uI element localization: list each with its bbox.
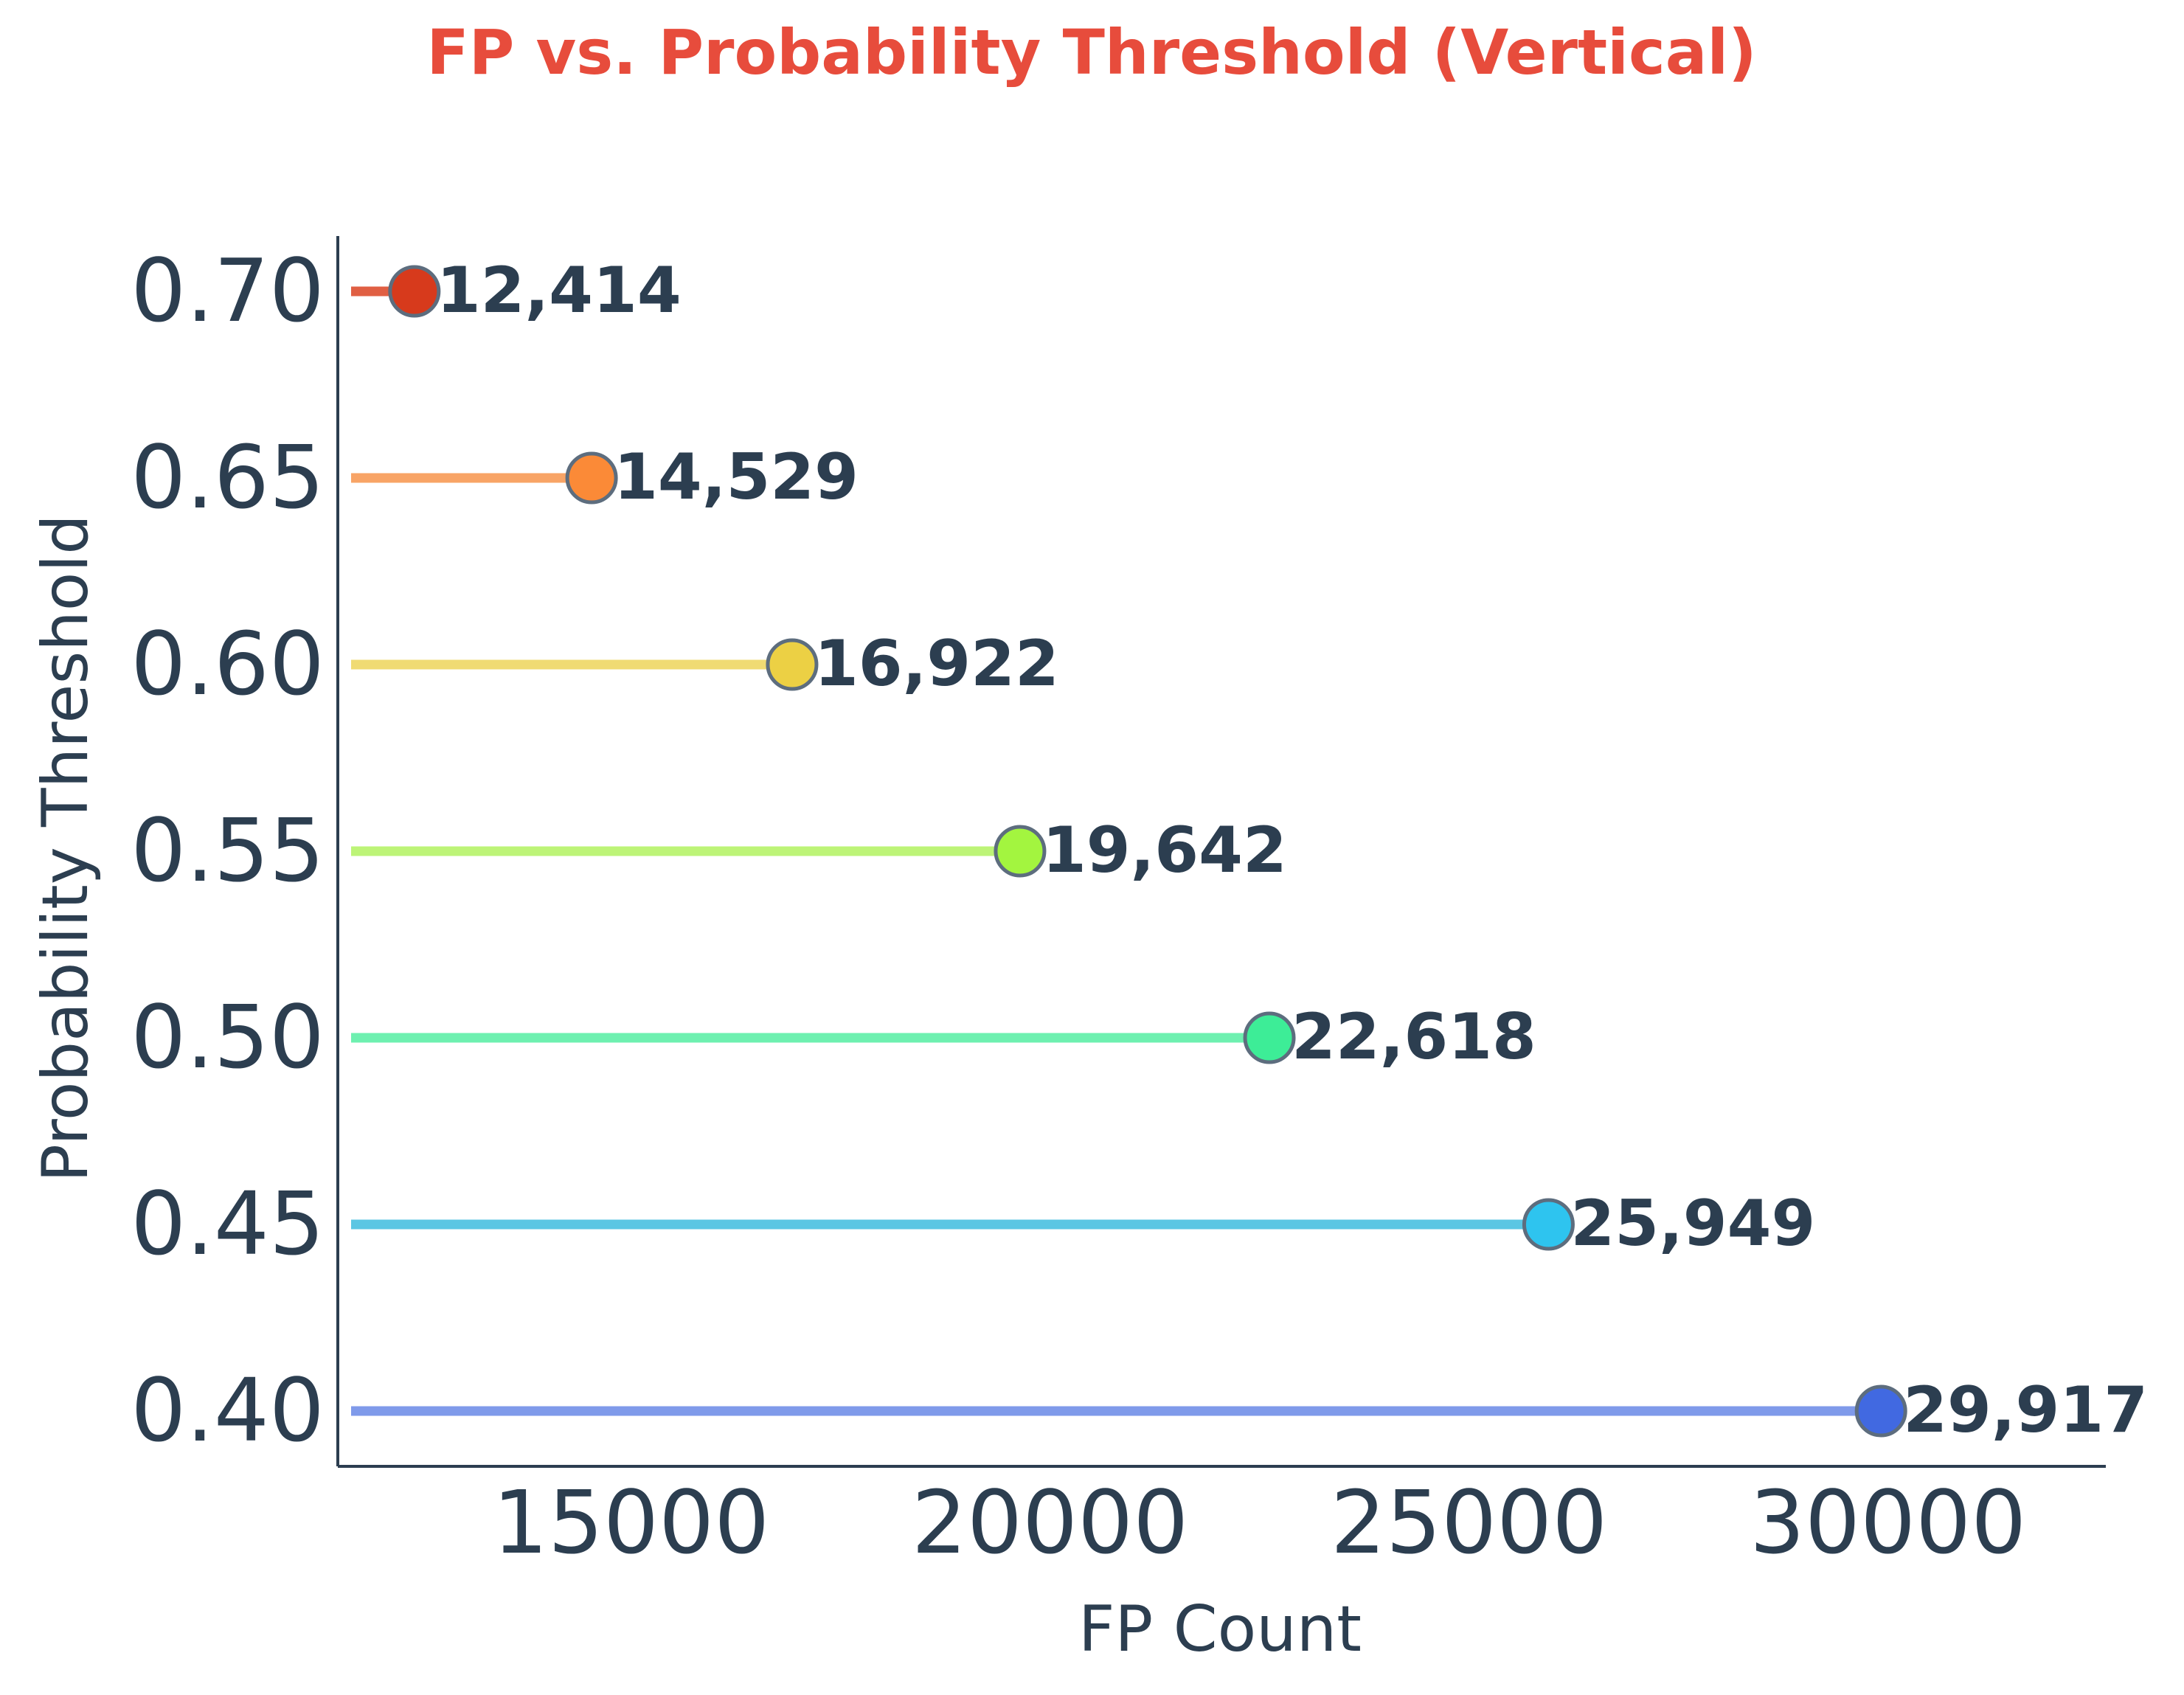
x-tick-label: 20000 <box>912 1472 1188 1573</box>
x-tick-label: 15000 <box>493 1472 769 1573</box>
plot-area: 0.40 0.45 0.50 0.55 0.60 0.65 0.70 15000 20000 25… <box>131 236 2148 1573</box>
y-tick-label: 0.70 <box>131 240 325 342</box>
data-point <box>766 638 819 691</box>
x-tick-label: 25000 <box>1331 1472 1607 1573</box>
data-label: 25,949 <box>1570 1187 1815 1261</box>
data-point <box>994 825 1047 878</box>
data-label: 12,414 <box>437 254 682 327</box>
data-label: 19,642 <box>1042 814 1287 887</box>
data-label: 29,917 <box>1903 1373 2148 1447</box>
data-point <box>1854 1384 1907 1438</box>
y-tick-label: 0.50 <box>131 986 325 1088</box>
y-tick-label: 0.45 <box>131 1173 325 1275</box>
data-point <box>1243 1011 1296 1064</box>
data-label: 16,922 <box>814 627 1059 701</box>
data-point <box>565 451 618 505</box>
y-tick-label: 0.65 <box>131 426 325 528</box>
chart-title: FP vs. Probability Threshold (Vertical) <box>426 16 1756 89</box>
x-axis-label: FP Count <box>1078 1592 1362 1666</box>
data-label: 14,529 <box>614 440 859 514</box>
data-point <box>1522 1198 1575 1251</box>
y-tick-label: 0.60 <box>131 613 325 715</box>
y-tick-label: 0.40 <box>131 1359 325 1461</box>
data-point <box>388 265 441 318</box>
y-tick-label: 0.55 <box>131 800 325 901</box>
x-tick-label: 30000 <box>1750 1472 2026 1573</box>
data-label: 22,618 <box>1292 1000 1536 1074</box>
y-axis-label: Probability Threshold <box>29 514 103 1182</box>
